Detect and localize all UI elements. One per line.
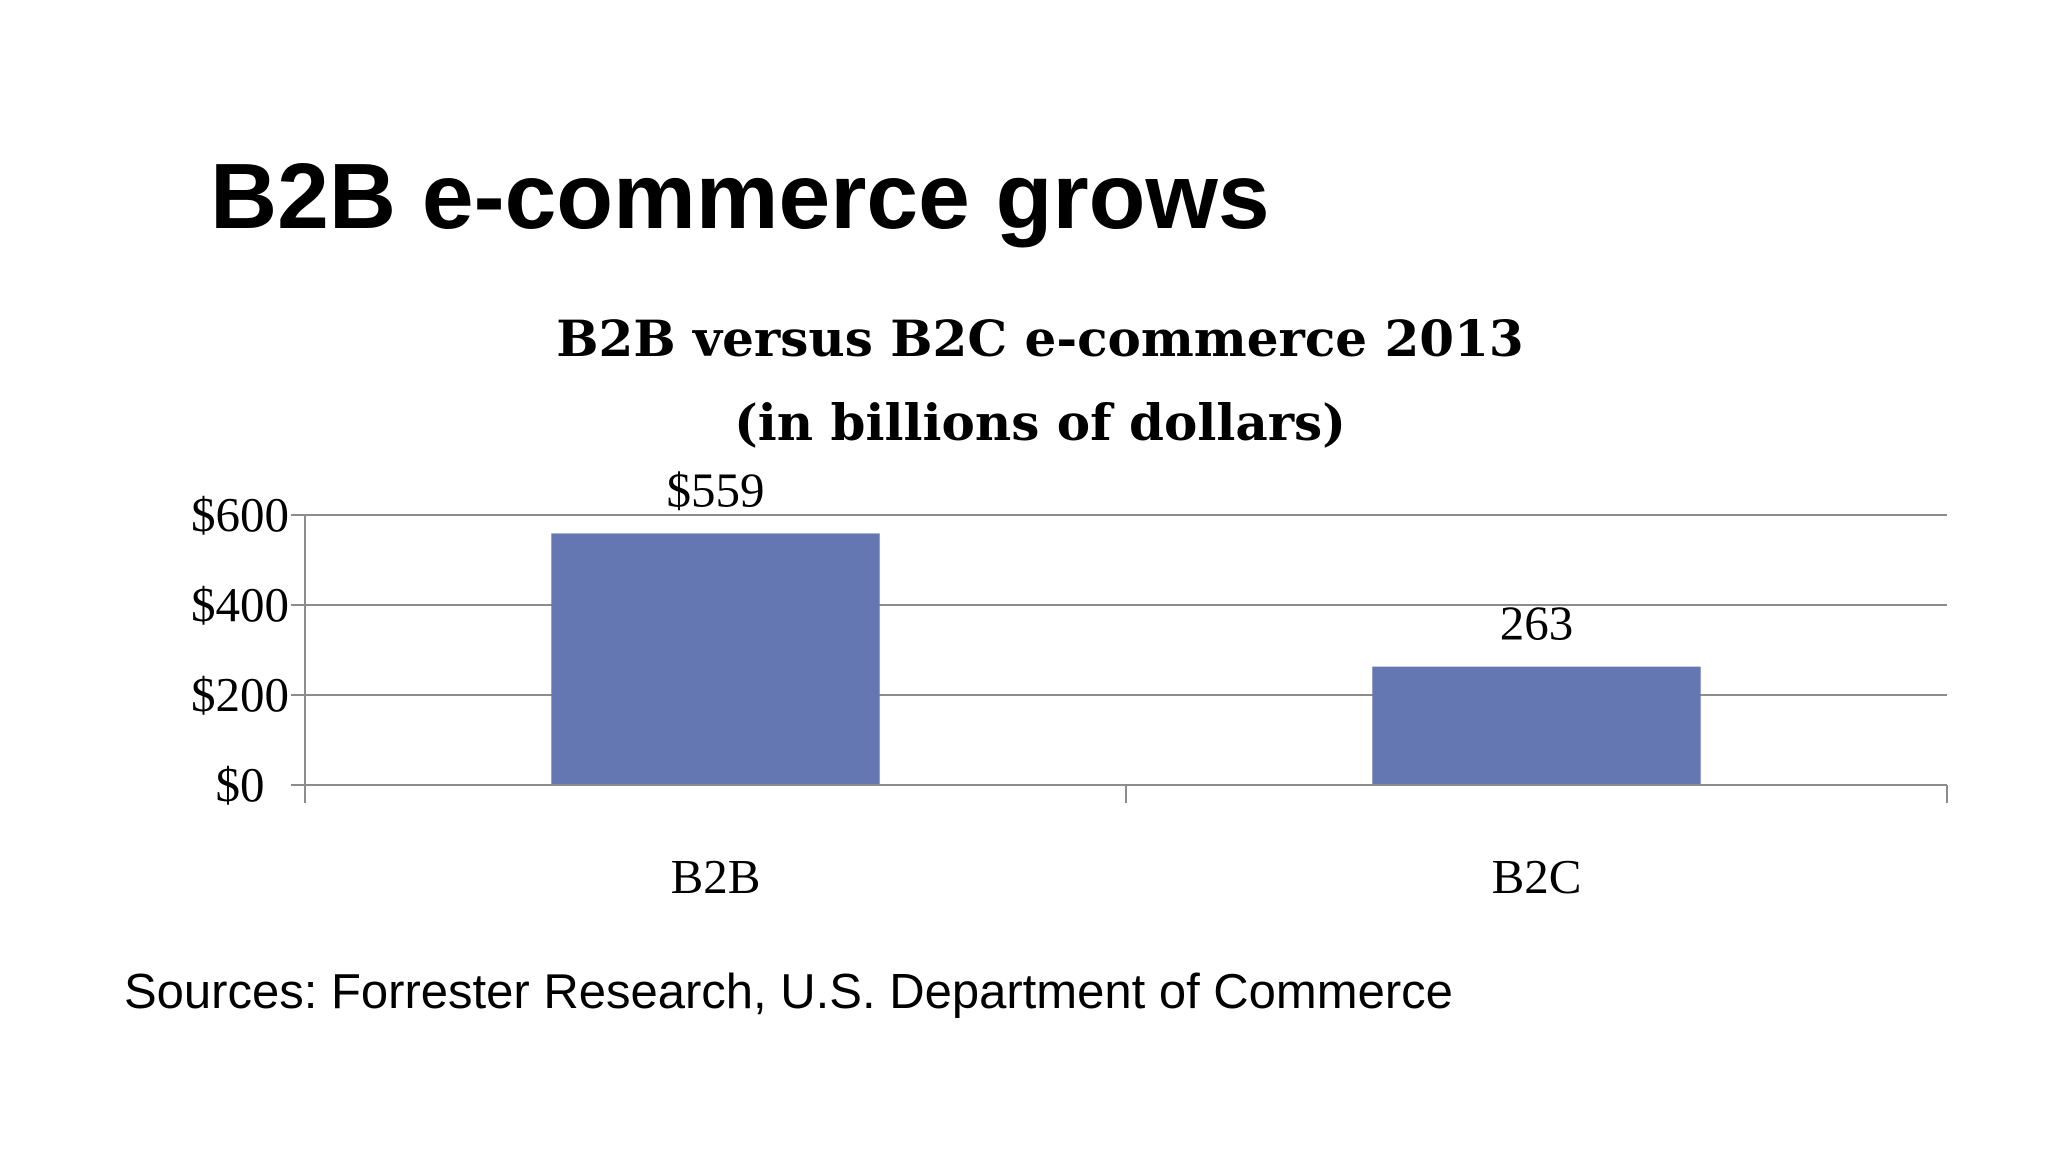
chart-title-line-1: B2B versus B2C e-commerce 2013 bbox=[556, 309, 1523, 368]
x-tick-label: B2B bbox=[671, 849, 761, 904]
bar bbox=[551, 533, 880, 785]
data-label: 263 bbox=[1500, 596, 1574, 651]
bar bbox=[1372, 666, 1701, 785]
source-note: Sources: Forrester Research, U.S. Depart… bbox=[124, 965, 1453, 1019]
bars bbox=[551, 533, 1701, 785]
y-tick-label: $400 bbox=[191, 577, 289, 632]
chart-title-line-2: (in billions of dollars) bbox=[734, 393, 1346, 452]
data-label: $559 bbox=[667, 462, 765, 517]
y-tick-label: $200 bbox=[191, 667, 289, 722]
slide-title: B2B e-commerce grows bbox=[210, 144, 1270, 248]
y-tick-label: $0 bbox=[216, 757, 265, 812]
labels: $0 $200 $400 $600 $559 B2B 263 B2C bbox=[191, 462, 1581, 904]
axes bbox=[291, 515, 1948, 803]
x-tick-label: B2C bbox=[1492, 849, 1582, 904]
y-tick-label: $600 bbox=[191, 487, 289, 542]
